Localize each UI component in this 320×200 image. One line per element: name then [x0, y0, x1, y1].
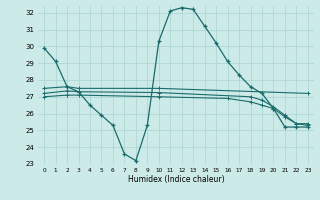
X-axis label: Humidex (Indice chaleur): Humidex (Indice chaleur) — [128, 175, 224, 184]
